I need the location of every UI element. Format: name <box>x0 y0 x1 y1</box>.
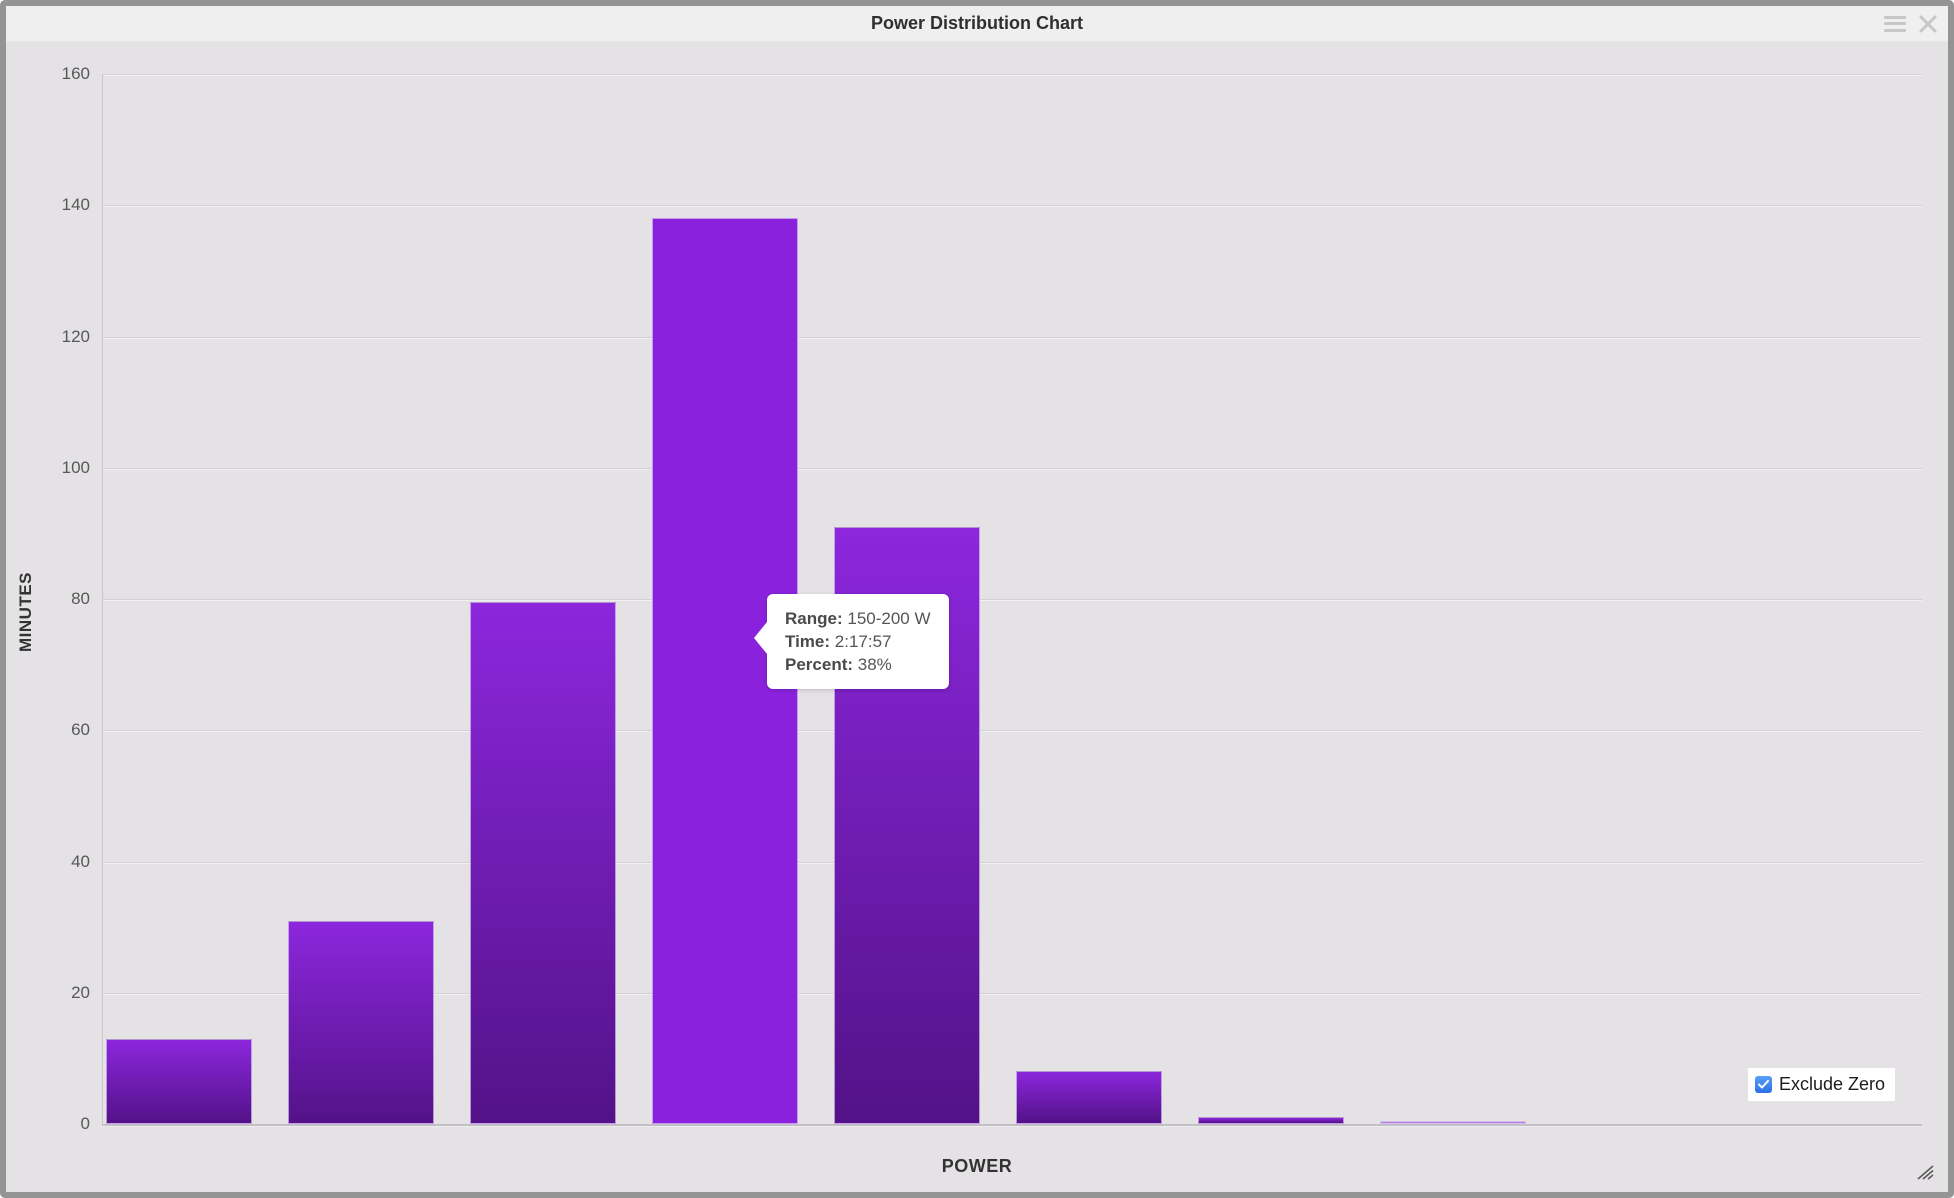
y-tick-label-40: 40 <box>71 852 90 871</box>
y-tick-label-160: 160 <box>61 64 90 83</box>
tooltip-range-row: Range: 150-200 W <box>785 607 931 630</box>
gridline-160 <box>102 74 1922 75</box>
gridline-120 <box>102 337 1922 338</box>
close-icon[interactable] <box>1918 14 1938 34</box>
tooltip-range-value: 150-200 W <box>847 609 931 628</box>
menu-icon[interactable] <box>1884 15 1906 32</box>
gridline-80 <box>102 599 1922 600</box>
y-tick-label-140: 140 <box>61 195 90 214</box>
chart-plot-area: 0 20 40 60 80 100 120 140 160 MINUTES POWER Rang… <box>6 42 1948 1192</box>
bar-8[interactable] <box>1380 1121 1526 1124</box>
tooltip-time-row: Time: 2:17:57 <box>785 630 931 653</box>
bar-6[interactable] <box>1016 1071 1162 1124</box>
tooltip-time-label: Time: <box>785 632 831 651</box>
bar-tooltip: Range: 150-200 W Time: 2:17:57 Percent: … <box>754 594 949 689</box>
resize-grip-icon[interactable] <box>1914 1164 1934 1185</box>
gridline-60 <box>102 730 1922 731</box>
tooltip-time-value: 2:17:57 <box>834 632 892 651</box>
window-header: Power Distribution Chart <box>6 6 1948 42</box>
bar-3[interactable] <box>470 602 616 1124</box>
y-tick-label-120: 120 <box>61 327 90 346</box>
tooltip-percent-value: 38% <box>857 655 892 674</box>
gridline-40 <box>102 862 1922 863</box>
exclude-zero-checkbox[interactable] <box>1755 1076 1772 1093</box>
tooltip-range-label: Range: <box>785 609 843 628</box>
gridline-140 <box>102 205 1922 206</box>
tooltip-percent-label: Percent: <box>785 655 854 674</box>
exclude-zero-control: Exclude Zero <box>1748 1068 1896 1101</box>
gridline-20 <box>102 993 1922 994</box>
x-axis-title: POWER <box>941 1156 1013 1176</box>
window-title: Power Distribution Chart <box>870 13 1083 33</box>
tooltip-percent-row: Percent: 38% <box>785 653 931 676</box>
bar-2[interactable] <box>288 921 434 1124</box>
header-icons <box>1884 6 1938 41</box>
y-tick-label-0: 0 <box>80 1114 90 1133</box>
exclude-zero-label: Exclude Zero <box>1779 1074 1886 1094</box>
y-tick-label-80: 80 <box>71 589 90 608</box>
x-axis-line <box>102 1124 1922 1126</box>
gridline-100 <box>102 468 1922 469</box>
bar-7[interactable] <box>1198 1117 1344 1124</box>
bar-1[interactable] <box>106 1039 252 1124</box>
y-tick-label-20: 20 <box>71 983 90 1002</box>
y-axis-line <box>102 74 103 1124</box>
y-tick-label-100: 100 <box>61 458 90 477</box>
y-tick-label-60: 60 <box>71 720 90 739</box>
y-axis-title: MINUTES <box>16 572 35 652</box>
